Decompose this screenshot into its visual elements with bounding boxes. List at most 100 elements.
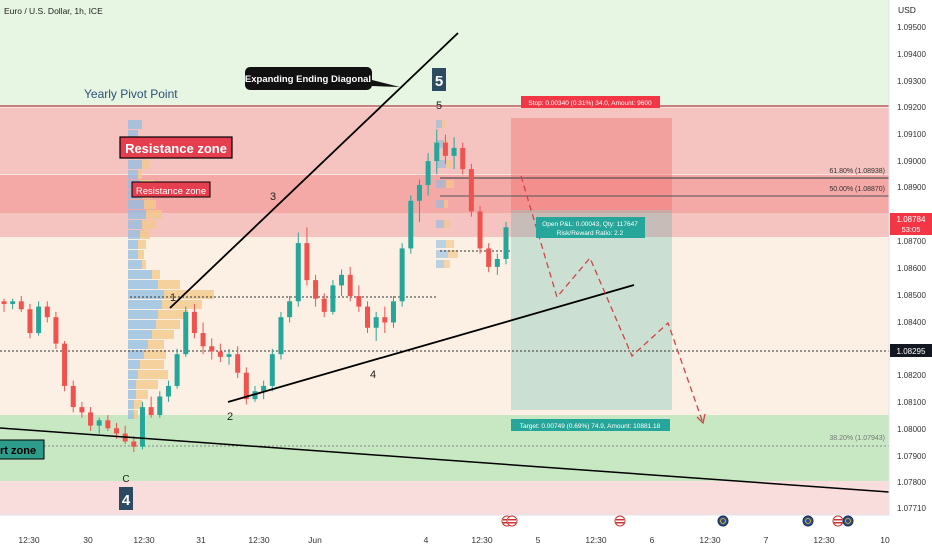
volume-bar-sell (140, 230, 150, 239)
fib-618-label: 61.80% (1.08938) (829, 168, 885, 175)
price-tick-label: 1.09200 (897, 103, 926, 112)
price-tick-label: 1.08400 (897, 318, 926, 327)
candle-body (287, 301, 293, 318)
volume-bar-buy (128, 250, 138, 259)
candle-body (304, 243, 310, 281)
volume-bar-buy (128, 330, 152, 339)
price-tick-label: 1.08900 (897, 183, 926, 192)
event-icons[interactable] (501, 515, 854, 527)
candle-body (139, 407, 145, 447)
candle-body (261, 385, 267, 392)
volume-bar-buy (128, 310, 158, 319)
eu-flag-icon[interactable] (717, 515, 729, 527)
volume-bar-sell (134, 400, 142, 409)
candle-body (269, 354, 275, 386)
volume-bar-sell (148, 340, 164, 349)
candle-body (1, 301, 7, 304)
wave-badge-5: 5 (435, 73, 443, 90)
position-tool[interactable] (511, 118, 672, 410)
candle-body (442, 142, 448, 156)
candle-body (382, 317, 388, 323)
volume-bar-buy (128, 130, 138, 139)
volume-bar-buy (128, 200, 144, 209)
volume-bar-buy (128, 300, 162, 309)
bar-countdown: 53:05 (902, 225, 921, 234)
us-flag-icon[interactable] (614, 515, 626, 527)
price-tick-label: 1.08100 (897, 398, 926, 407)
candle-body (200, 333, 206, 347)
time-tick-label: Jun (308, 535, 322, 545)
wave-label-2: 2 (227, 411, 233, 423)
volume-bar-sell (446, 160, 452, 168)
diagonal-upper-line (169, 32, 459, 309)
time-tick-label: 12:30 (585, 535, 607, 545)
candle-body (243, 372, 249, 400)
volume-bar-sell (142, 160, 150, 169)
time-tick-label: 10 (880, 535, 890, 545)
resistance-small-label: Resistance zone (131, 181, 211, 198)
candle-body (494, 258, 500, 267)
fib-labels: 61.80% (1.08938) 50.00% (1.08870) 38.20%… (829, 168, 885, 442)
volume-bar-buy (128, 220, 142, 229)
candle-body (10, 301, 16, 304)
wave-label-4: 4 (370, 369, 376, 381)
candle-body (27, 309, 33, 334)
volume-bar-sell (138, 250, 144, 259)
price-axis[interactable]: USD 1.09500 1.09400 1.09300 1.09200 1.09100 1… (888, 0, 932, 550)
currency-label: USD (898, 5, 916, 15)
volume-bar-buy (128, 370, 138, 379)
candle-body (53, 317, 59, 344)
rr-text: Risk/Reward Ratio: 2.2 (557, 230, 624, 237)
candle-body (235, 354, 241, 373)
volume-bar-buy (128, 120, 142, 129)
candle-body (18, 301, 24, 310)
volume-bar-sell (144, 200, 156, 209)
candle-body (486, 248, 492, 267)
candle-body (165, 385, 171, 397)
us-flag-icon[interactable] (506, 515, 518, 527)
price-tick-label: 1.09500 (897, 23, 926, 32)
eu-flag-icon[interactable] (802, 515, 814, 527)
candle-body (114, 428, 120, 434)
volume-bar-sell (444, 200, 448, 208)
volume-bar-buy (128, 240, 138, 249)
time-tick-label: 12:30 (133, 535, 155, 545)
volume-bar-buy (436, 260, 444, 268)
volume-bar-sell (142, 260, 146, 269)
wave-label-c: C (122, 474, 129, 485)
time-tick-label: 12:30 (813, 535, 835, 545)
chart-title: Euro / U.S. Dollar, 1h, ICE (4, 6, 103, 16)
eu-flag-icon[interactable] (842, 515, 854, 527)
us-flag-icon[interactable] (832, 515, 844, 527)
candle-body (217, 351, 223, 357)
candle-body (373, 317, 379, 328)
candle-body (416, 184, 422, 201)
time-axis[interactable]: 12:30 30 12:30 31 12:30 Jun 4 12:30 5 12:30 6 12:30… (0, 514, 890, 550)
volume-bar-buy (128, 230, 140, 239)
volume-bar-buy (128, 280, 158, 289)
resistance-small-text: Resistance zone (136, 186, 206, 197)
candle-body (278, 317, 284, 355)
candle-body (313, 280, 319, 299)
volume-bar-sell (134, 410, 138, 419)
trend-lines[interactable] (0, 32, 890, 493)
volume-bar-buy (436, 180, 446, 188)
candle-body (174, 354, 180, 386)
time-tick-label: 30 (83, 535, 93, 545)
candle-body (460, 147, 466, 170)
price-tick-label: 1.09100 (897, 130, 926, 139)
volume-bar-sell (164, 290, 214, 299)
price-tick-label: 1.09400 (897, 50, 926, 59)
stop-label: Stop: 0.00340 (0.31%) 34.0, Amount: 9600 (521, 96, 660, 108)
wave-badge-4: 4 (122, 492, 131, 509)
volume-bar-buy (128, 290, 164, 299)
price-tick-label: 1.08600 (897, 264, 926, 273)
volume-bar-buy (128, 320, 156, 329)
candle-body (88, 412, 94, 426)
time-tick-label: 5 (536, 535, 541, 545)
candle-body (347, 274, 353, 297)
candle-body (468, 169, 474, 212)
pnl-label: Open P&L: 0.00043, Qty: 117647 Risk/Rewa… (536, 217, 645, 238)
volume-bar-sell (152, 330, 174, 339)
